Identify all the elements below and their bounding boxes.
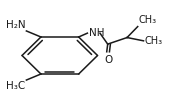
Text: CH₃: CH₃ (139, 15, 157, 26)
Text: CH₃: CH₃ (144, 36, 163, 46)
Text: NH: NH (89, 28, 105, 38)
Text: H₃C: H₃C (6, 81, 25, 91)
Text: O: O (104, 55, 112, 65)
Text: H₂N: H₂N (6, 20, 25, 30)
